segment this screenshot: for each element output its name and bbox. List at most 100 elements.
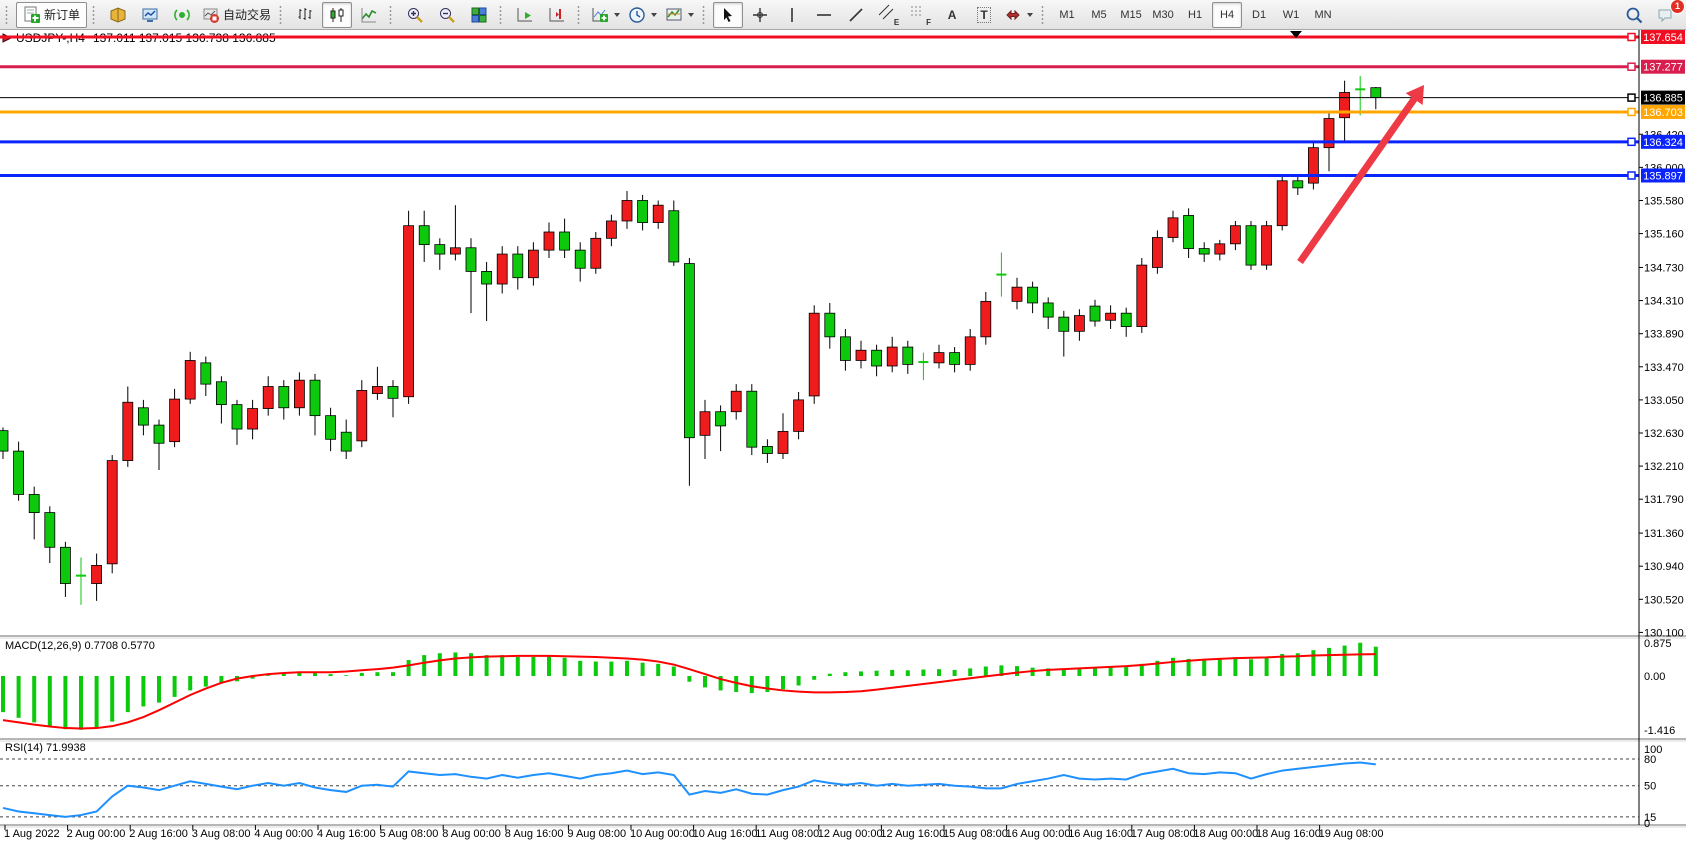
trend-arrow[interactable] xyxy=(1297,85,1424,265)
price-tick-label: 133.890 xyxy=(1644,329,1684,341)
macd-histogram-bar xyxy=(578,660,583,676)
time-label: 17 Aug 08:00 xyxy=(1131,828,1196,840)
candle-body xyxy=(1370,87,1382,99)
line-anchor-handle[interactable] xyxy=(1627,171,1636,180)
candle-body xyxy=(902,346,914,365)
candle-body xyxy=(1245,225,1257,266)
horizontal-level-lines[interactable] xyxy=(0,32,1639,180)
timeframe-m5-button[interactable]: M5 xyxy=(1084,2,1114,28)
chevron-down-icon[interactable] xyxy=(614,12,621,17)
label-icon: T xyxy=(977,6,991,23)
chevron-down-icon[interactable] xyxy=(688,12,695,17)
line-anchor-handle[interactable] xyxy=(1627,93,1636,102)
timeframe-d1-button[interactable]: D1 xyxy=(1244,2,1274,28)
macd-histogram-bar xyxy=(219,676,224,683)
web-terminal-button[interactable] xyxy=(135,2,165,28)
macd-histogram-bar xyxy=(375,672,380,676)
text-button[interactable]: A xyxy=(937,2,967,28)
zoom-out-button[interactable] xyxy=(432,2,462,28)
candle-chart-button[interactable] xyxy=(322,1,353,28)
timeframe-m30-button[interactable]: M30 xyxy=(1148,2,1178,28)
macd-histogram-bar xyxy=(391,672,395,676)
candle-body xyxy=(13,450,25,495)
arrows-button[interactable] xyxy=(1001,2,1036,28)
book-icon xyxy=(109,6,127,24)
candle-body xyxy=(153,424,165,444)
macd-histogram-bar xyxy=(562,657,567,676)
timeframe-w1-button[interactable]: W1 xyxy=(1276,2,1306,28)
line-anchor-handle[interactable] xyxy=(1627,62,1636,71)
candle-body xyxy=(1214,243,1226,255)
periods-button[interactable] xyxy=(625,2,660,28)
time-marker-triangle[interactable] xyxy=(1290,31,1302,38)
channel-button[interactable]: E xyxy=(873,2,903,28)
chevron-down-icon[interactable] xyxy=(1027,12,1034,17)
label-button[interactable]: T xyxy=(969,2,999,28)
chevron-down-icon[interactable] xyxy=(651,12,658,17)
zoom-in-button[interactable] xyxy=(400,2,430,28)
timeframe-label: M5 xyxy=(1091,8,1107,21)
macd-scale-label: 0.875 xyxy=(1644,638,1672,650)
auto-scroll-button[interactable] xyxy=(510,2,540,28)
macd-histogram-bar xyxy=(609,661,614,676)
candle-body xyxy=(1105,312,1116,321)
macd-histogram-bar xyxy=(1358,642,1363,676)
line-anchor-handle[interactable] xyxy=(1627,32,1636,42)
candle-body xyxy=(91,565,102,584)
price-tick-label: 133.470 xyxy=(1644,362,1684,374)
toolbar-grip xyxy=(389,4,393,25)
timeframe-mn-button[interactable]: MN xyxy=(1308,2,1338,28)
chart-canvas[interactable]: USDJPY-,H4137.011 137.015 136.738 136.88… xyxy=(0,30,1686,842)
cursor-button[interactable] xyxy=(713,1,744,28)
candle-body xyxy=(184,360,196,400)
timeframe-m15-button[interactable]: M15 xyxy=(1116,2,1146,28)
notifications-button[interactable]: 1 xyxy=(1651,0,1685,28)
line-anchor-handle[interactable] xyxy=(1627,137,1636,147)
trendline-button[interactable] xyxy=(841,2,871,28)
macd-histogram-bar xyxy=(999,665,1004,676)
candle-body xyxy=(793,399,804,432)
price-tick-label: 130.520 xyxy=(1644,594,1684,606)
timeframe-h4-button[interactable]: H4 xyxy=(1212,1,1243,28)
price-badge xyxy=(1641,90,1685,105)
rsi-label: RSI(14) 71.9938 xyxy=(5,742,86,754)
horizontal-line-button[interactable] xyxy=(809,2,839,28)
candle-body xyxy=(1152,237,1163,268)
timeframe-label: MN xyxy=(1314,8,1332,21)
bar-chart-button[interactable] xyxy=(290,2,320,28)
crosshair-button[interactable] xyxy=(745,2,775,28)
candle-body xyxy=(0,430,9,452)
timeframe-h1-button[interactable]: H1 xyxy=(1180,2,1210,28)
candle-body xyxy=(762,445,773,454)
indicators-button[interactable] xyxy=(588,2,623,28)
auto-trading-button[interactable]: 自动交易 xyxy=(199,2,274,28)
macd-histogram-bar xyxy=(359,672,364,676)
toolbar-grip xyxy=(499,4,503,25)
macd-histogram-bar xyxy=(1327,647,1331,676)
candle-body xyxy=(44,512,56,548)
signals-button[interactable] xyxy=(167,2,197,28)
templates-button[interactable] xyxy=(662,2,697,28)
macd-histogram-bar xyxy=(1124,666,1129,676)
price-tick-label: 132.210 xyxy=(1644,461,1684,473)
candle-body xyxy=(512,253,524,279)
candle-body xyxy=(60,546,71,584)
timeframe-m1-button[interactable]: M1 xyxy=(1052,2,1082,28)
line-anchor-handle[interactable] xyxy=(1627,107,1636,117)
new-order-button[interactable]: 新订单 xyxy=(16,1,88,28)
tile-windows-button[interactable] xyxy=(464,2,494,28)
time-label: 4 Aug 00:00 xyxy=(254,828,313,840)
search-button[interactable] xyxy=(1619,2,1649,28)
macd-histogram-bar xyxy=(781,676,785,690)
time-label: 16 Aug 00:00 xyxy=(1006,828,1071,840)
candle-body xyxy=(28,494,40,513)
chart-shift-button[interactable] xyxy=(542,2,572,28)
candle-body xyxy=(590,237,602,269)
chart-window-button[interactable] xyxy=(103,2,133,28)
vertical-line-button[interactable] xyxy=(777,2,807,28)
price-tick-label: 133.050 xyxy=(1644,395,1684,407)
fibonacci-button[interactable]: F xyxy=(905,2,935,28)
price-axis[interactable]: 136.420136.000135.580135.160134.730134.3… xyxy=(1638,30,1685,830)
time-axis[interactable]: 1 Aug 2022 2 Aug 00:00 2 Aug 16:00 3 Aug 08… xyxy=(4,825,1383,840)
line-chart-button[interactable] xyxy=(354,2,384,28)
